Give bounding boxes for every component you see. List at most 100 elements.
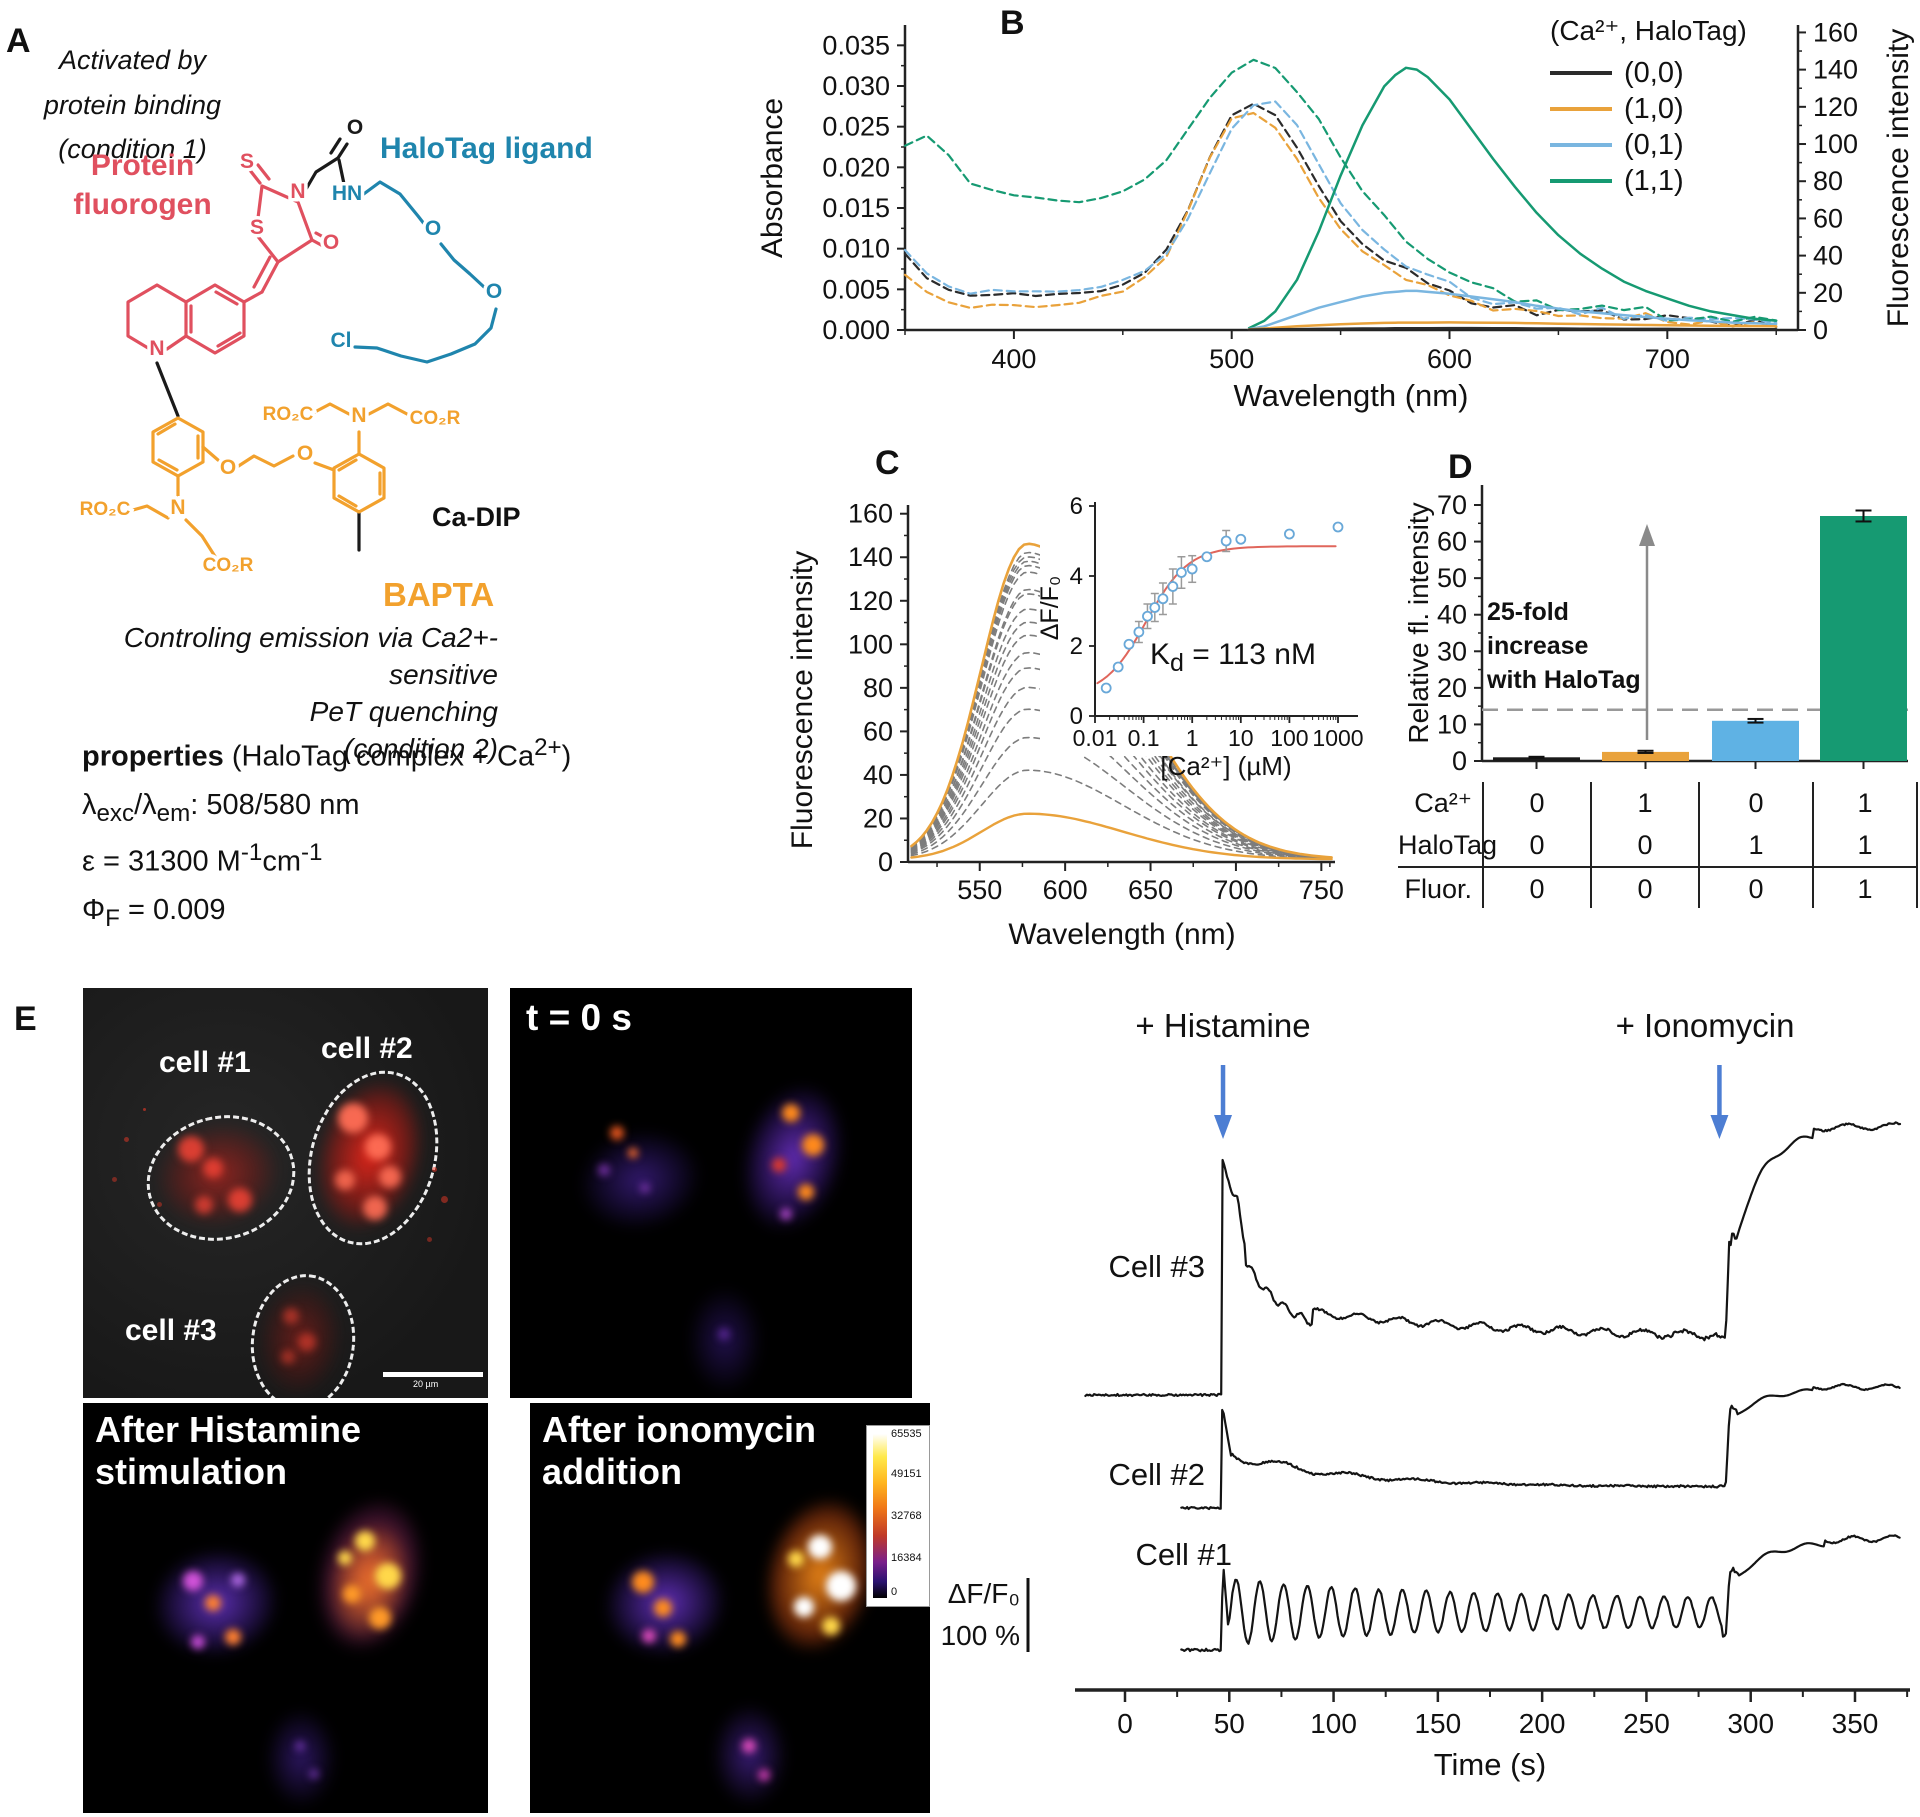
svg-text:750: 750 xyxy=(1299,875,1344,905)
ionomycin-title: After ionomycin addition xyxy=(542,1409,816,1494)
cell2-label: cell #2 xyxy=(321,1032,413,1065)
cell-spot xyxy=(203,1158,223,1178)
scale-bar xyxy=(383,1372,483,1377)
cell-spot xyxy=(178,1136,204,1162)
fluorogen-word: fluorogen xyxy=(73,188,212,221)
condition-table: Ca²⁺ 0 1 0 1 HaloTag 0 0 1 1 Fluor. 0 0 … xyxy=(1398,782,1920,908)
cell2-body xyxy=(725,1071,861,1245)
svg-text:0: 0 xyxy=(1117,1708,1133,1739)
svg-text:Cell #1: Cell #1 xyxy=(1136,1537,1233,1572)
cell-spot xyxy=(772,1158,786,1172)
cell-spot xyxy=(610,1126,624,1140)
annotation-line1: 25-fold increase xyxy=(1487,598,1589,660)
micrograph-t0: t = 0 s xyxy=(510,988,912,1398)
svg-text:Time (s): Time (s) xyxy=(1434,1747,1547,1782)
cell-spot xyxy=(826,1571,856,1601)
thiazolidinone-ring xyxy=(254,184,314,264)
svg-text:Wavelength (nm): Wavelength (nm) xyxy=(1234,378,1469,413)
cell3-body xyxy=(712,1703,788,1807)
cell1-body xyxy=(568,1118,712,1242)
cell-spot xyxy=(628,1148,638,1158)
colorbar-tick: 0 xyxy=(891,1586,898,1598)
cell2-outline xyxy=(287,1055,459,1261)
svg-text:100: 100 xyxy=(848,629,893,659)
activated-caption: Activated by protein binding (condition … xyxy=(40,38,225,172)
svg-text:60: 60 xyxy=(1813,203,1843,233)
svg-text:0.010: 0.010 xyxy=(822,234,890,264)
table-row-label-halotag: HaloTag xyxy=(1398,830,1498,860)
svg-text:N: N xyxy=(149,337,164,360)
svg-text:1000: 1000 xyxy=(1312,725,1363,751)
svg-text:Cell #3: Cell #3 xyxy=(1109,1249,1206,1284)
activated-line2: protein binding xyxy=(43,89,222,120)
intensity-colorbar: 65535 49151 32768 16384 0 xyxy=(866,1425,930,1607)
cell-spot xyxy=(808,1535,832,1559)
cell-spot xyxy=(640,1183,650,1193)
activated-line3: (condition 1) xyxy=(58,134,207,165)
svg-text:20: 20 xyxy=(1437,673,1467,703)
table-cell: 1 xyxy=(1812,866,1918,908)
bapta-left-ring xyxy=(151,416,205,478)
svg-text:350: 350 xyxy=(1832,1708,1879,1739)
svg-text:1: 1 xyxy=(1186,725,1199,751)
svg-text:80: 80 xyxy=(1813,166,1843,196)
svg-text:0.025: 0.025 xyxy=(822,112,890,142)
cell-spot xyxy=(191,1635,205,1649)
svg-text:Cl: Cl xyxy=(331,329,352,352)
svg-text:100: 100 xyxy=(1270,725,1308,751)
cell-spot xyxy=(343,1585,361,1603)
svg-text:120: 120 xyxy=(848,586,893,616)
svg-text:O: O xyxy=(347,116,363,139)
spectra-chart: 0.000 0.005 0.010 0.015 0.020 0.025 0.030 0.035… xyxy=(760,17,1915,413)
micrograph-ionomycin: After ionomycin addition 65535 49151 327… xyxy=(530,1403,930,1813)
cell-spot xyxy=(742,1739,756,1753)
svg-text:0.1: 0.1 xyxy=(1128,725,1160,751)
svg-text:Wavelength (nm): Wavelength (nm) xyxy=(1008,918,1235,951)
cell-spot xyxy=(632,1571,654,1593)
controlling-line3: (condition 2) xyxy=(343,732,498,764)
svg-text:80: 80 xyxy=(863,673,893,703)
svg-text:HN: HN xyxy=(332,182,362,205)
halotag-linker xyxy=(359,180,427,227)
svg-text:10: 10 xyxy=(1437,709,1467,739)
svg-text:Relative fl. intensity: Relative fl. intensity xyxy=(1403,502,1434,743)
cell-spot xyxy=(365,1134,391,1160)
lambda-line: λexc/λem: 508/580 nm xyxy=(82,788,360,827)
svg-text:O: O xyxy=(486,280,502,303)
kd-label: Kd = 113 nM xyxy=(1150,638,1316,677)
cell-spot xyxy=(228,1188,252,1212)
svg-text:Absorbance: Absorbance xyxy=(760,98,789,258)
svg-text:150: 150 xyxy=(1414,1708,1461,1739)
svg-text:0.01: 0.01 xyxy=(1073,725,1118,751)
colorbar-tick: 16384 xyxy=(891,1552,922,1564)
molecule-structure: S S N O O HN O O Cl N RO₂C N CO₂R O O N RO₂C CO₂R xyxy=(76,113,506,580)
activated-line1: Activated by xyxy=(58,45,207,75)
controlling-line1: Controling emission via Ca2+-sensitive xyxy=(123,622,498,690)
svg-text:40: 40 xyxy=(863,760,893,790)
svg-text:100: 100 xyxy=(1813,129,1858,159)
ca-dip-label: Ca-DIP xyxy=(432,502,521,532)
legend-title: (Ca²⁺, HaloTag) xyxy=(1550,15,1747,46)
cell-spot xyxy=(794,1597,814,1617)
table-row-label-fluor: Fluor. xyxy=(1398,866,1482,908)
svg-text:Fluorescence intensity: Fluorescence intensity xyxy=(1882,29,1915,327)
svg-text:ΔF/F₀: ΔF/F₀ xyxy=(948,1578,1020,1609)
svg-text:N: N xyxy=(170,496,185,519)
svg-text:+ Ionomycin: + Ionomycin xyxy=(1616,1007,1795,1044)
svg-text:0.015: 0.015 xyxy=(822,193,890,223)
svg-text:= 100 %: = 100 % xyxy=(940,1620,1020,1651)
svg-text:N: N xyxy=(290,180,305,203)
table-cell: 0 xyxy=(1590,824,1698,866)
protein-fluorogen-label: Protein fluorogen xyxy=(70,146,215,224)
cell-spot xyxy=(183,1571,203,1591)
table-cell: 0 xyxy=(1698,866,1812,908)
cell-spot xyxy=(782,1104,800,1122)
cell-spot xyxy=(195,1196,213,1214)
svg-text:RO₂C: RO₂C xyxy=(80,499,131,520)
svg-text:4: 4 xyxy=(1070,563,1083,590)
table-cell: 0 xyxy=(1482,866,1590,908)
cell1-outline xyxy=(133,1099,309,1257)
svg-text:O: O xyxy=(297,442,313,465)
